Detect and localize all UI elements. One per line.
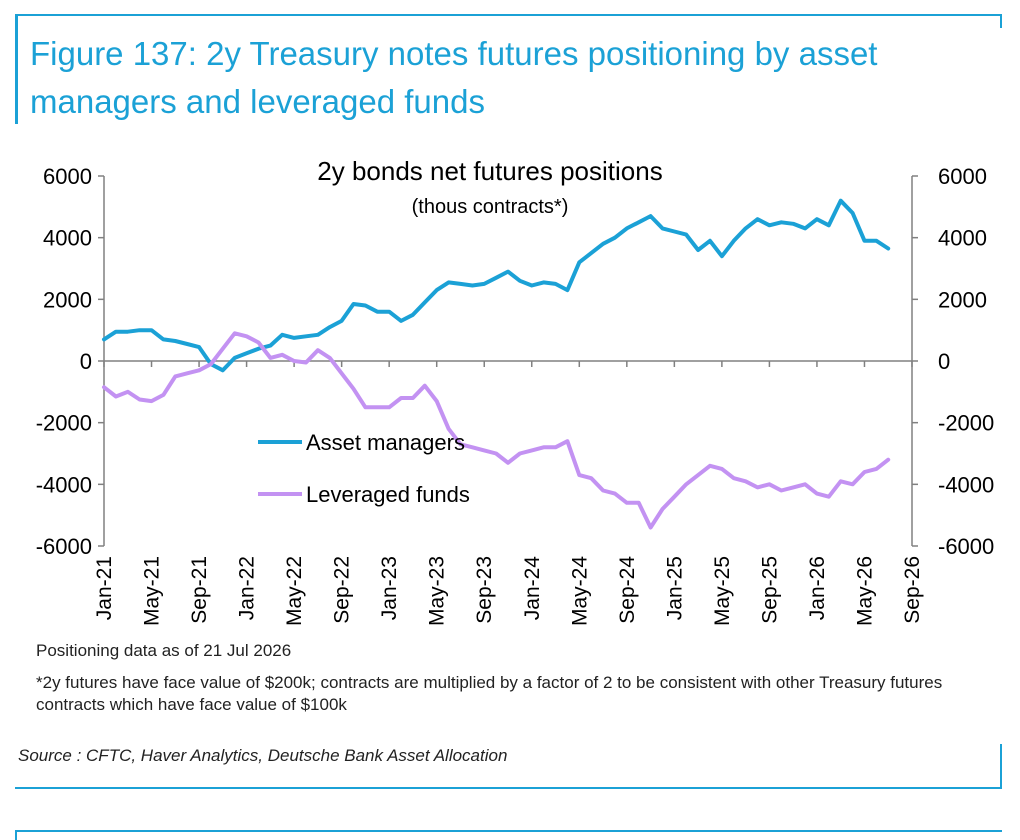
x-tick-label: Sep-21	[188, 556, 211, 624]
axes	[103, 176, 913, 546]
frame-right-rule-top	[1000, 14, 1002, 28]
left-y-tick-label: 0	[80, 349, 92, 374]
x-tick-label: Sep-22	[331, 556, 354, 624]
left-y-tick-label: -2000	[36, 411, 92, 436]
x-tick-label: May-22	[283, 556, 306, 626]
x-tick-label: Jan-22	[236, 556, 259, 620]
right-y-tick-label: 4000	[938, 226, 987, 251]
source-line: Source : CFTC, Haver Analytics, Deutsche…	[18, 746, 508, 765]
left-y-tick-label: 6000	[43, 164, 92, 189]
x-tick-label: Sep-25	[758, 556, 781, 624]
series-layer	[102, 198, 891, 530]
right-y-tick-label: 6000	[938, 164, 987, 189]
x-tick-label: May-24	[568, 556, 591, 626]
x-tick-label: Sep-23	[473, 556, 496, 624]
x-tick-label: Sep-24	[616, 556, 639, 624]
x-tick-label: May-25	[711, 556, 734, 626]
x-tick-label: Jan-24	[521, 556, 544, 621]
x-tick-label: Jan-21	[93, 556, 116, 620]
x-tick-label: Jan-26	[806, 556, 829, 620]
x-tick-label: May-26	[853, 556, 876, 626]
frame-bottom-rule	[15, 787, 1002, 789]
left-y-tick-label: -4000	[36, 472, 92, 497]
x-tick-label: Jan-23	[378, 556, 401, 620]
next-figure-rule	[15, 830, 1002, 832]
right-y-tick-label: 2000	[938, 287, 987, 312]
left-y-tick-label: 4000	[43, 226, 92, 251]
legend-label-leveraged-funds: Leveraged funds	[306, 482, 470, 507]
right-y-tick-label: -6000	[938, 534, 994, 559]
figure-title: Figure 137: 2y Treasury notes futures po…	[30, 35, 878, 120]
right-y-ticks: -6000 -4000 -2000 0 2000 4000 6000	[912, 164, 994, 559]
left-y-tick-label: -6000	[36, 534, 92, 559]
x-tick-label: Sep-26	[901, 556, 924, 624]
x-tick-label: May-21	[141, 556, 164, 626]
right-y-tick-label: -4000	[938, 472, 994, 497]
chart-title: 2y bonds net futures positions	[317, 156, 662, 186]
left-y-ticks: -6000 -4000 -2000 0 2000 4000 6000	[36, 164, 104, 559]
legend: Asset managers Leveraged funds	[258, 430, 470, 507]
footnote: *2y futures have face value of $200k; co…	[36, 673, 943, 714]
x-tick-label: May-23	[426, 556, 449, 626]
legend-label-asset-managers: Asset managers	[306, 430, 465, 455]
series-line-leveraged-funds	[102, 331, 891, 530]
x-tick-label: Jan-25	[663, 556, 686, 620]
left-y-tick-label: 2000	[43, 287, 92, 312]
right-y-tick-label: 0	[938, 349, 950, 374]
series-line-asset-managers	[102, 198, 891, 373]
right-y-tick-label: -2000	[938, 411, 994, 436]
x-ticks: Jan-21 May-21 Sep-21 Jan-22 May-22 Sep-22 Jan-…	[93, 361, 924, 626]
chart-subtitle: (thous contracts*)	[412, 196, 569, 218]
next-figure-left-rule	[15, 830, 17, 840]
frame-left-rule	[15, 14, 18, 124]
frame-top-rule	[15, 14, 1002, 16]
frame-right-rule-bottom	[1000, 744, 1002, 788]
positioning-date-note: Positioning data as of 21 Jul 2026	[36, 641, 292, 660]
